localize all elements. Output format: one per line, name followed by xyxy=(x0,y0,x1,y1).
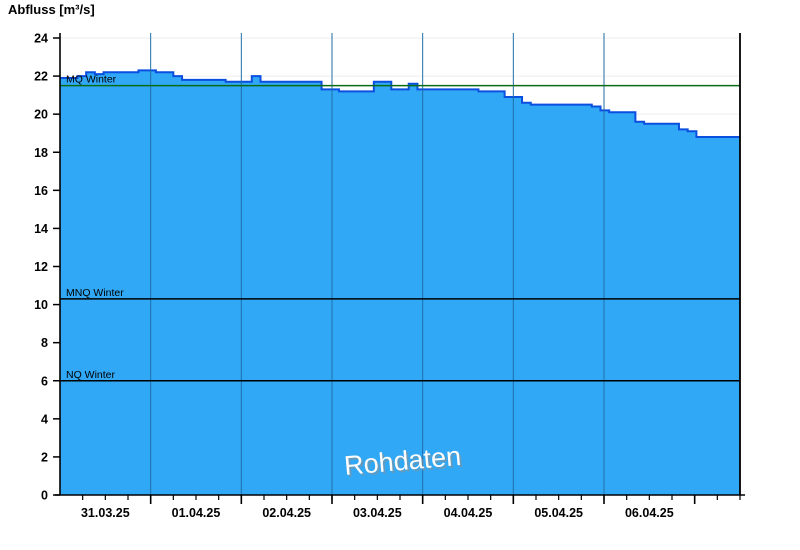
y-tick-label: 2 xyxy=(41,450,48,464)
threshold-lines xyxy=(60,84,740,382)
y-tick-label: 10 xyxy=(34,298,48,312)
discharge-step-line xyxy=(60,69,740,139)
x-tick-label: 31.03.25 xyxy=(81,506,130,520)
x-tick-label: 06.04.25 xyxy=(625,506,674,520)
y-axis-title: Abfluss [m³/s] xyxy=(8,2,95,17)
y-tick-label: 16 xyxy=(34,184,48,198)
y-tick-label: 22 xyxy=(34,70,48,84)
y-tick-label: 24 xyxy=(34,32,48,46)
y-tick-label: 6 xyxy=(41,374,48,388)
y-tick-label: 4 xyxy=(41,412,48,426)
vertical-day-gridlines xyxy=(150,33,605,495)
x-tick-label: 01.04.25 xyxy=(172,506,221,520)
threshold-label-2: NQ Winter xyxy=(66,369,116,381)
y-tick-label: 12 xyxy=(34,260,48,274)
discharge-area-fill xyxy=(60,70,740,496)
y-tick-label: 8 xyxy=(41,336,48,350)
y-tick-label: 20 xyxy=(34,108,48,122)
threshold-labels: MQ Winter MNQ Winter NQ Winter xyxy=(66,74,124,381)
threshold-label-0: MQ Winter xyxy=(66,74,117,86)
x-tick-label: 05.04.25 xyxy=(534,506,583,520)
y-tick-label: 0 xyxy=(41,489,48,503)
x-tick-label: 03.04.25 xyxy=(353,506,402,520)
y-tick-label: 18 xyxy=(34,146,48,160)
discharge-series xyxy=(60,69,740,496)
x-tick-label: 02.04.25 xyxy=(262,506,311,520)
threshold-label-1: MNQ Winter xyxy=(66,287,124,299)
y-tick-label: 14 xyxy=(34,222,48,236)
x-axis-ticks: 31.03.25 01.04.25 02.04.25 03.04.25 04.04.25… xyxy=(81,495,741,520)
x-tick-label: 04.04.25 xyxy=(444,506,493,520)
